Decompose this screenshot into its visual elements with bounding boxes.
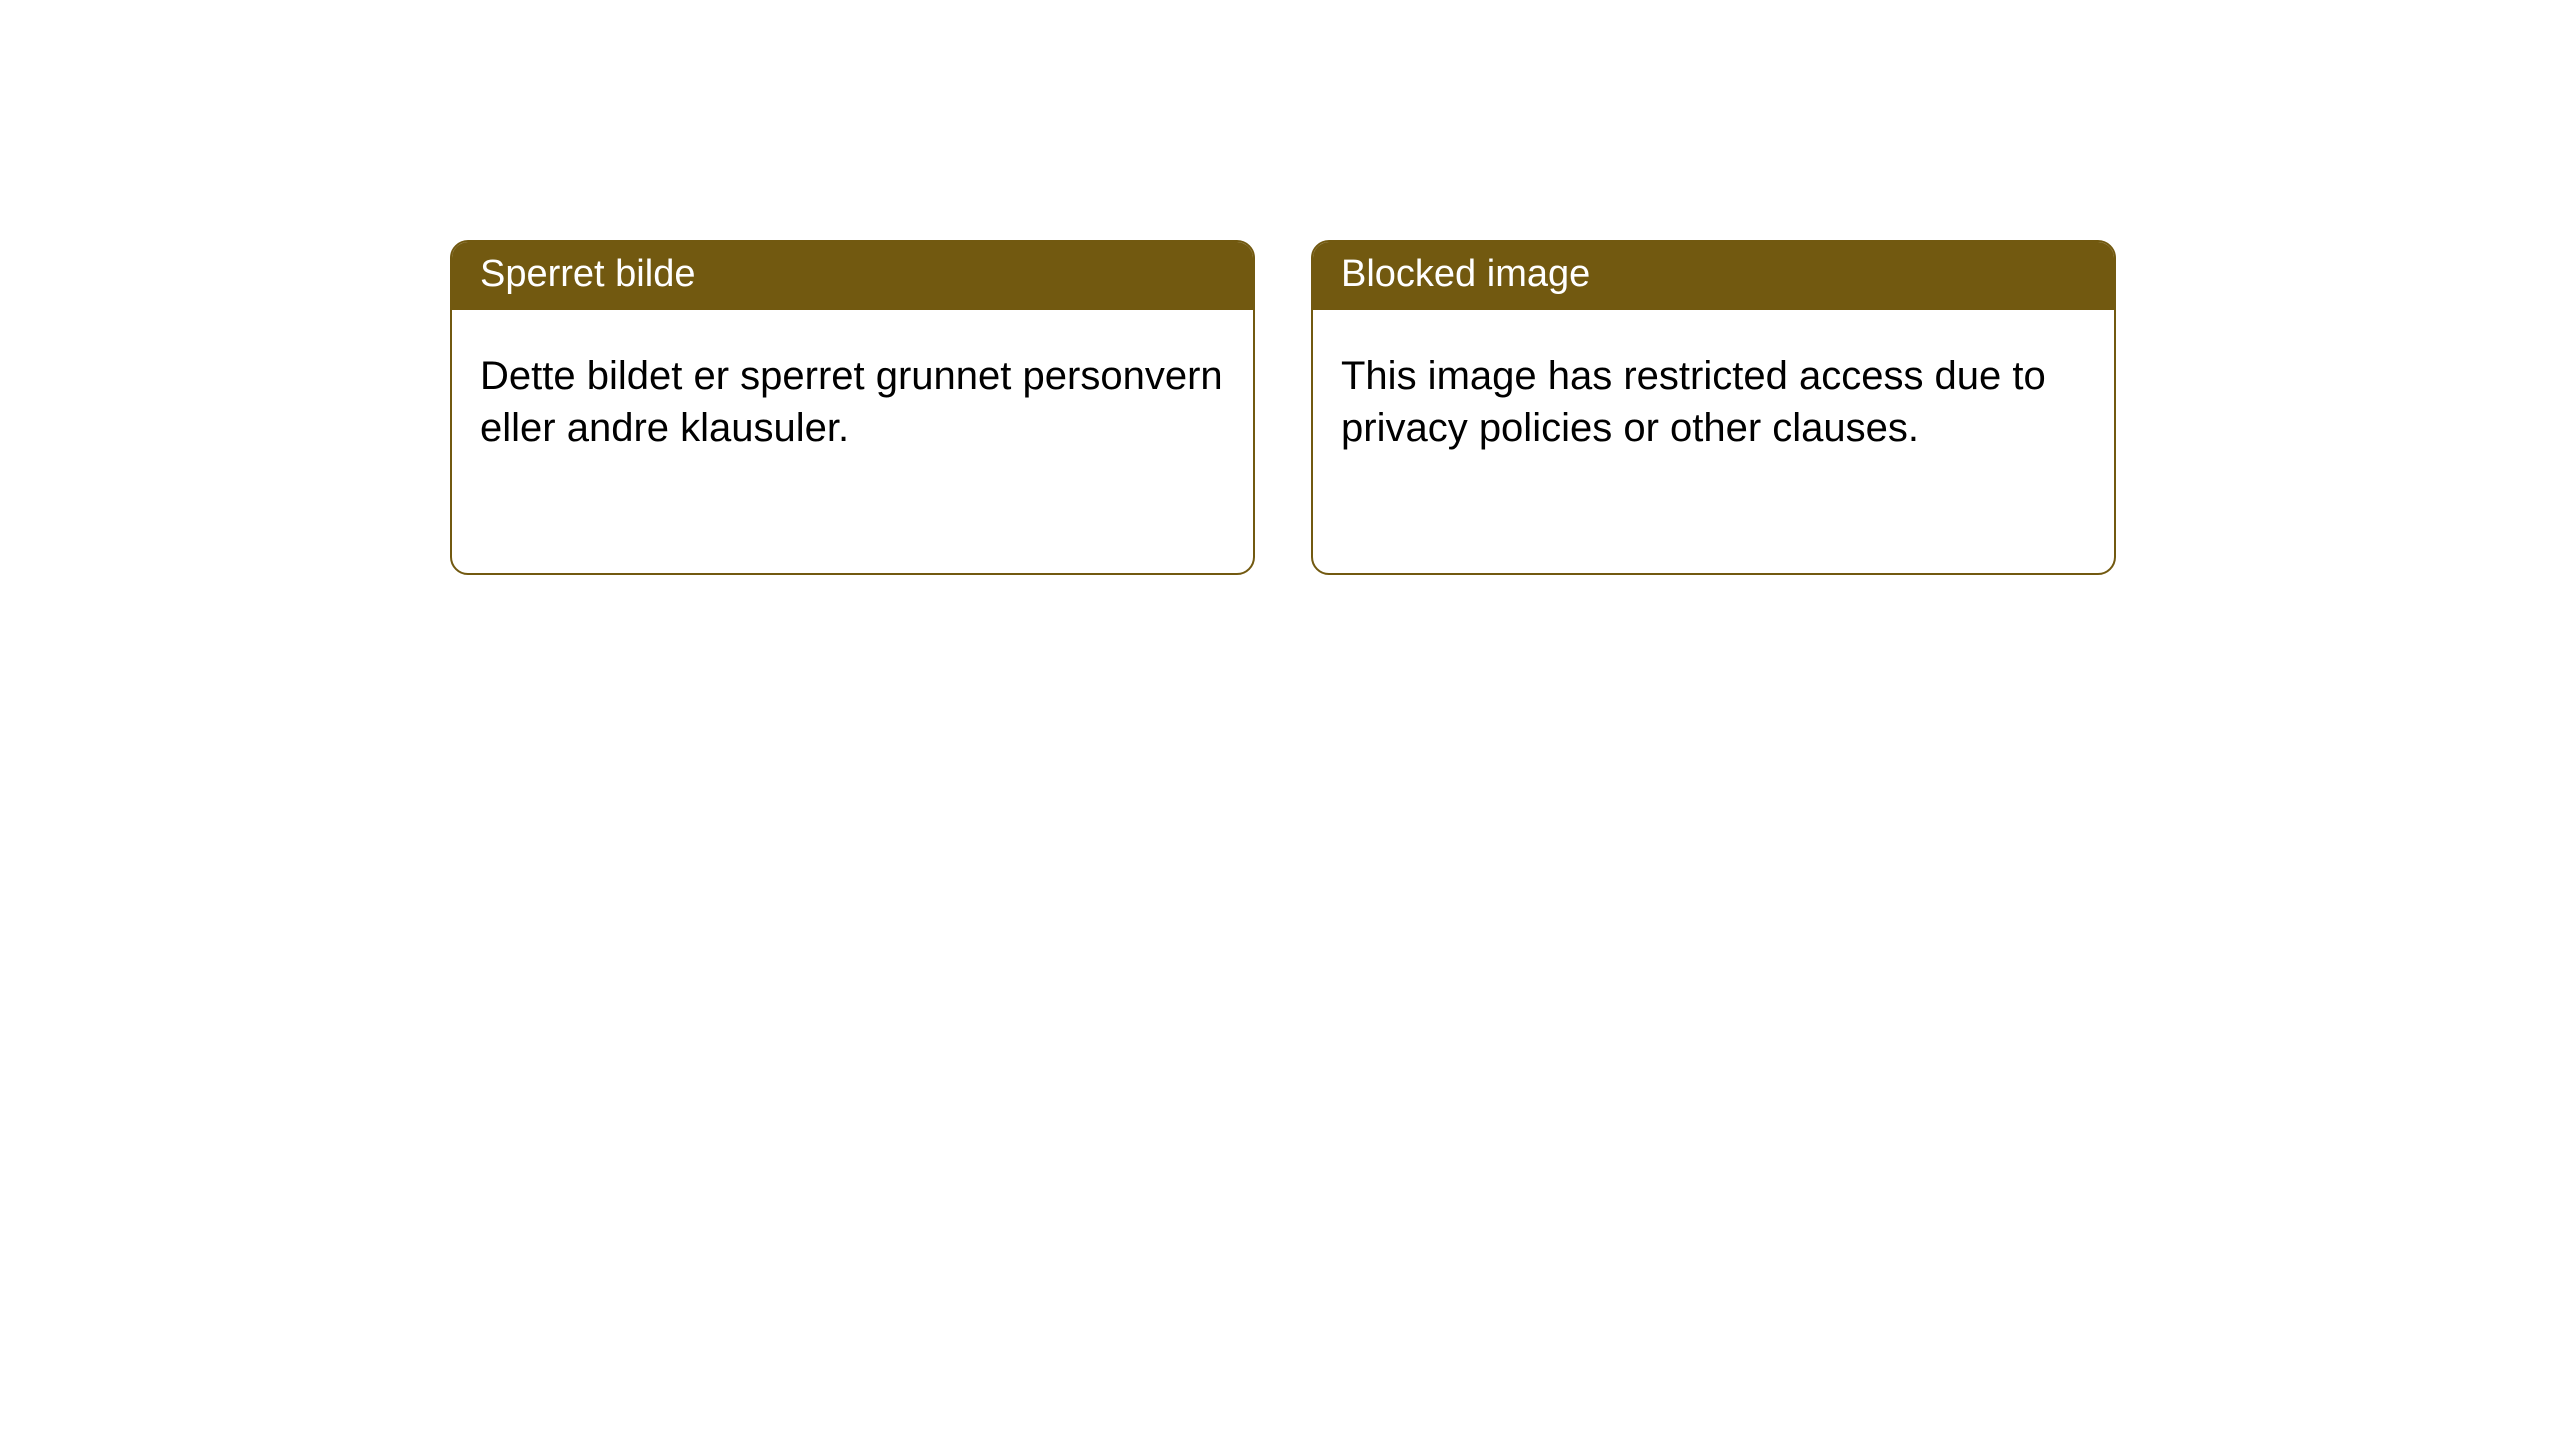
card-header: Blocked image xyxy=(1313,242,2114,310)
card-body: Dette bildet er sperret grunnet personve… xyxy=(452,310,1253,494)
notice-card-norwegian: Sperret bilde Dette bildet er sperret gr… xyxy=(450,240,1255,575)
card-header: Sperret bilde xyxy=(452,242,1253,310)
card-body: This image has restricted access due to … xyxy=(1313,310,2114,494)
notice-card-english: Blocked image This image has restricted … xyxy=(1311,240,2116,575)
notice-cards-container: Sperret bilde Dette bildet er sperret gr… xyxy=(450,240,2560,575)
